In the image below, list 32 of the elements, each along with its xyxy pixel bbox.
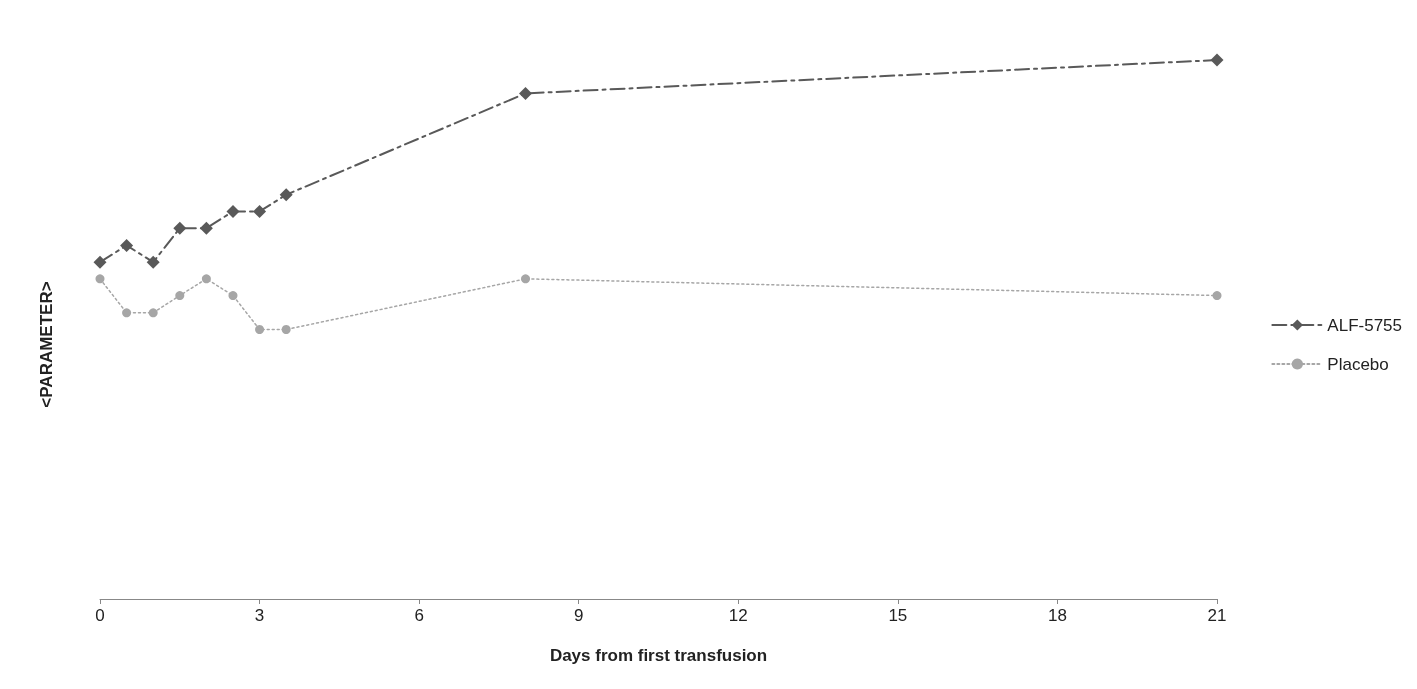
x-tick-label: 18 [1047,606,1067,625]
x-tick-label: 15 [888,606,908,625]
x-tick-label: 6 [414,606,424,625]
x-axis-title: Days from first transfusion [549,646,768,665]
point [175,291,185,301]
point [253,204,267,218]
legend-label: Placebo [1327,354,1389,374]
point [1212,291,1222,301]
point [281,325,291,334]
x-tick-label: 21 [1207,606,1227,625]
point [148,308,158,318]
point [201,274,211,284]
x-tick-label: 0 [95,606,105,625]
x-tick-label: 12 [728,606,748,625]
point [279,188,293,202]
point [228,291,238,301]
point [519,86,533,100]
point [93,255,107,269]
point [146,255,160,269]
legend-label: ALF-5755 [1327,315,1403,335]
point [173,221,187,235]
x-tick-label: 9 [573,606,584,625]
point [95,274,105,284]
point [226,204,240,218]
point [120,238,134,252]
x-tick-label: 3 [254,606,265,625]
point [199,221,213,235]
point [122,308,132,318]
y-axis-title: <PARAMETER> [37,281,56,408]
point [1210,53,1224,67]
point [255,325,265,334]
point [521,274,531,284]
